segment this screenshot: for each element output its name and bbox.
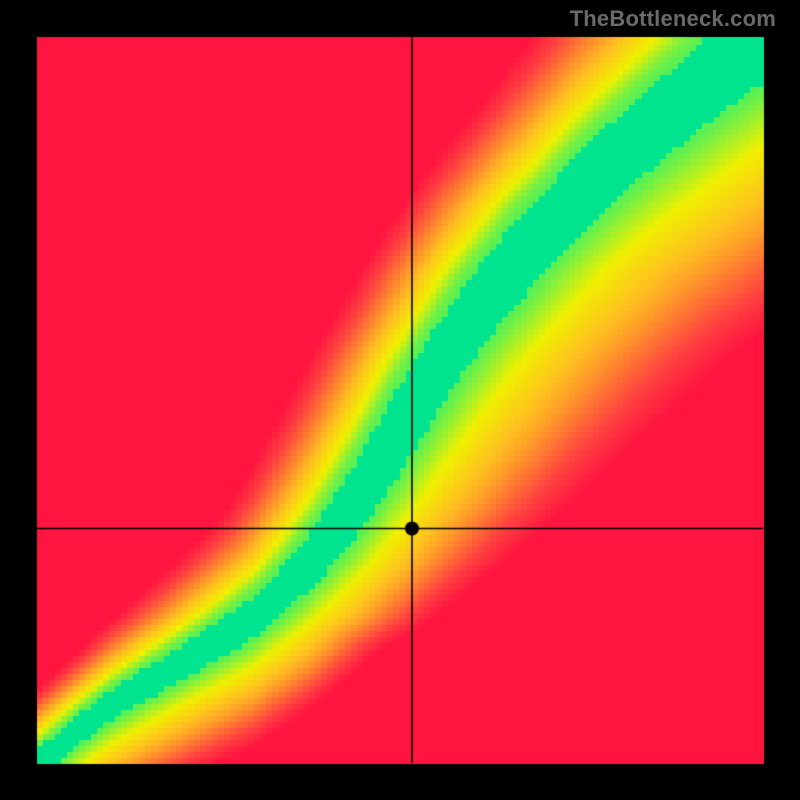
chart-container: TheBottleneck.com xyxy=(0,0,800,800)
heatmap-canvas xyxy=(0,0,800,800)
watermark-text: TheBottleneck.com xyxy=(570,6,776,32)
